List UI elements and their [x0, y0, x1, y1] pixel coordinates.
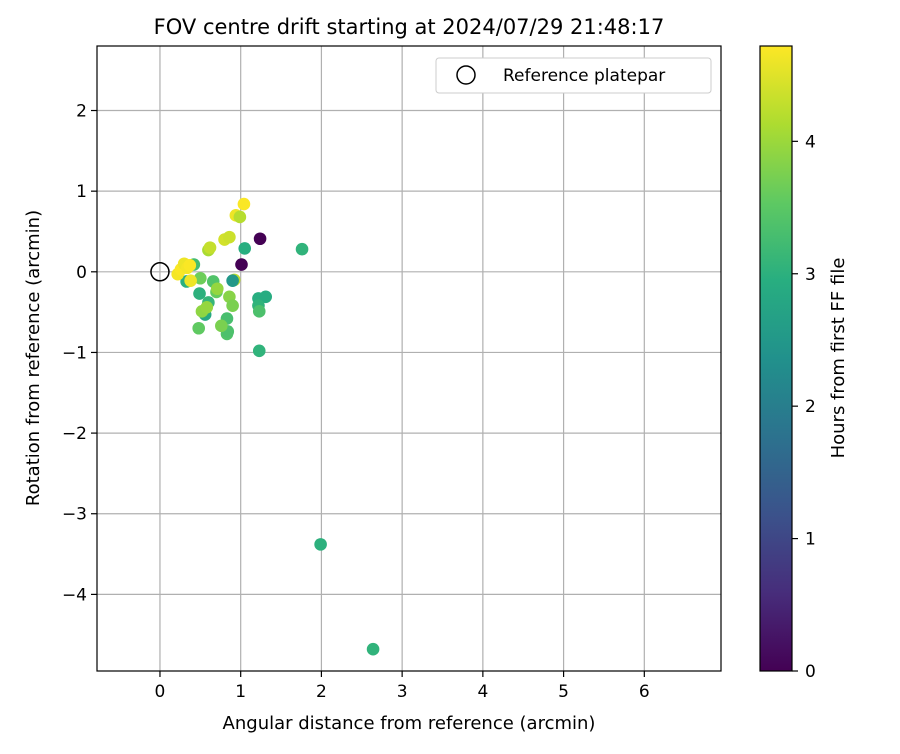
reference-platepar-marker: [150, 262, 170, 282]
data-point: [192, 321, 206, 335]
legend-label: Reference platepar: [503, 66, 665, 86]
data-point: [215, 319, 228, 333]
data-point: [200, 300, 214, 314]
data-point: [193, 287, 206, 300]
data-point: [184, 274, 197, 287]
plot-frame: [96, 45, 722, 672]
x-tick-label: 3: [397, 682, 408, 702]
grid: [97, 46, 721, 671]
colorbar-ticks: 0 1 2 3 4: [792, 132, 816, 682]
y-tick-label: −4: [62, 585, 87, 605]
data-point: [252, 344, 266, 358]
y-tick-label: −3: [62, 505, 87, 525]
x-tick-label: 2: [316, 682, 327, 702]
x-tick-label: 1: [235, 682, 246, 702]
data-point: [226, 274, 239, 287]
legend-marker-icon: [456, 65, 476, 85]
y-tick-label: −1: [62, 343, 87, 363]
legend: Reference platepar: [435, 57, 712, 94]
colorbar-tick-label: 4: [805, 132, 816, 152]
x-tick-label: 0: [155, 682, 166, 702]
x-tick-label: 5: [558, 682, 569, 702]
colorbar-tick-label: 2: [805, 397, 816, 417]
data-point: [314, 538, 327, 551]
data-point: [366, 642, 380, 656]
data-point: [235, 258, 248, 271]
data-point: [210, 282, 224, 296]
data-point: [238, 242, 252, 255]
y-axis-label: Rotation from reference (arcmin): [23, 210, 44, 506]
data-point: [259, 290, 273, 304]
y-tick-label: 1: [76, 182, 87, 202]
x-axis-label: Angular distance from reference (arcmin): [223, 713, 596, 734]
y-tick-label: 0: [76, 263, 87, 283]
y-tick-label: 2: [76, 102, 87, 122]
data-point: [237, 197, 251, 211]
data-point: [233, 210, 247, 224]
data-point: [252, 305, 266, 318]
colorbar-tick-label: 3: [805, 265, 816, 285]
colorbar-gradient: [759, 45, 793, 672]
x-tick-label: 6: [639, 682, 650, 702]
data-point: [253, 232, 267, 246]
colorbar: 0 1 2 3 4 Hours from first FF file: [759, 45, 849, 682]
y-tick-label: −2: [62, 424, 87, 444]
data-points: [171, 197, 380, 656]
colorbar-tick-label: 0: [805, 662, 816, 682]
data-point: [183, 259, 197, 272]
legend-box: [435, 57, 712, 94]
x-tick-label: 4: [477, 682, 488, 702]
chart-title: FOV centre drift starting at 2024/07/29 …: [154, 15, 665, 39]
x-axis-ticks: 0 1 2 3 4 5 6: [155, 671, 650, 702]
data-point: [223, 230, 236, 244]
data-point: [226, 299, 239, 312]
data-point: [194, 271, 207, 285]
data-point: [295, 242, 309, 256]
colorbar-tick-label: 1: [805, 530, 816, 550]
colorbar-label: Hours from first FF file: [828, 258, 849, 459]
data-point: [203, 241, 217, 254]
y-axis-ticks: −4 −3 −2 −1 0 1 2: [62, 102, 97, 605]
